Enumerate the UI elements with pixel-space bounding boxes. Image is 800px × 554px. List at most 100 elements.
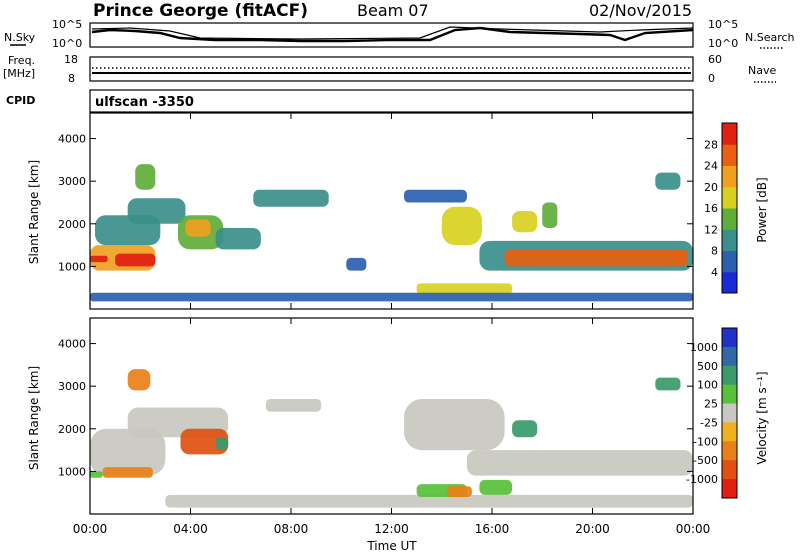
power-colorbar: 4 8 12 16 20 24 28 Power [dB] [704,122,769,294]
x-tick-label: 20:00 [575,522,610,536]
velocity-colorbar-tick-label: -100 [693,435,718,448]
cpid-label: CPID [6,94,35,107]
velocity-echo-region [127,369,151,391]
x-tick-label: 16:00 [475,522,510,536]
power-echo-region [404,189,467,203]
power-echo-region [185,219,211,237]
date-title: 02/Nov/2015 [589,1,692,20]
velocity-colorbar-frame [721,327,738,499]
noise-left-tick-bottom: 10^0 [52,37,82,50]
cpid-text: ulfscan -3350 [95,95,194,110]
velocity-echo-region [90,471,103,478]
power-echo-region [90,255,108,263]
velocity-colorbar-swatch [722,441,737,461]
velocity-ytick-label: 3000 [58,380,86,393]
velocity-colorbar-swatch [722,403,737,423]
power-echo-region [542,202,558,229]
velocity-ytick-label: 2000 [58,423,86,436]
velocity-ylabel: Slant Range [km] [27,366,41,470]
power-colorbar-frame [721,122,738,294]
noise-left-tick-top: 10^5 [52,18,82,31]
power-colorbar-tick-label: 4 [711,266,718,279]
velocity-colorbar-swatch [722,384,737,405]
velocity-colorbar-tick-label: 1000 [690,341,718,354]
power-echo-region [441,206,482,246]
x-tick-label: 00:00 [676,522,711,536]
velocity-colorbar: 1000 500 100 25 -25 -100 -500 -1000 Velocity [m… [686,327,769,499]
power-echo-region [655,172,681,190]
velocity-colorbar-label: Velocity [m s⁻¹] [755,371,769,464]
velocity-colorbar-tick-label: 500 [697,360,718,373]
velocity-colorbar-tick-label: 100 [697,379,718,392]
freq-left-tick-top: 18 [64,53,78,66]
power-ytick-label: 2000 [58,218,86,231]
freq-left-unit: [MHz] [3,67,35,80]
velocity-echo-region [655,377,681,391]
power-echo-region [346,257,367,271]
x-tick-label: 00:00 [73,522,108,536]
noise-search-trace [91,26,694,40]
power-colorbar-swatch [722,208,737,230]
power-echo-region [135,164,156,190]
power-colorbar-swatch [722,271,737,294]
velocity-echo-region [404,398,505,451]
power-colorbar-tick-label: 12 [704,223,718,236]
power-echo-region [215,228,261,250]
power-panel: 1000 2000 3000 4000 Slant Range [km] [27,112,694,310]
power-colorbar-swatch [722,144,737,166]
power-echo-region [253,189,329,207]
power-colorbar-swatch [722,229,737,251]
x-tick-label: 08:00 [274,522,309,536]
velocity-colorbar-swatch [722,422,737,442]
power-echo-region [90,292,693,302]
power-colorbar-tick-label: 16 [704,202,718,215]
velocity-echo-region [180,428,229,455]
velocity-colorbar-tick-label: 25 [704,398,718,411]
velocity-ytick-label: 1000 [58,465,86,478]
power-echo-region [416,283,513,295]
velocity-colorbar-tick-label: -500 [693,454,718,467]
noise-panel [89,22,694,48]
velocity-colorbar-tick-label: -25 [700,416,718,429]
x-tick-label: 12:00 [374,522,409,536]
velocity-colorbar-tick-label: -1000 [686,473,718,486]
velocity-echo-region [90,428,166,476]
freq-right-label: Nave [748,64,776,77]
freq-right-tick-top: 60 [708,53,722,66]
velocity-echo-region [512,420,538,438]
freq-right-tick-bottom: 0 [708,72,715,85]
velocity-colorbar-swatch [722,460,737,480]
velocity-echo-region [215,437,229,451]
velocity-echo-region [446,486,472,497]
freq-left-label: Freq. [8,54,35,67]
power-ylabel: Slant Range [km] [27,160,41,264]
noise-right-tick-top: 10^5 [708,18,738,31]
x-tick-label: 04:00 [173,522,208,536]
velocity-colorbar-swatch [722,328,737,348]
freq-panel [89,56,694,82]
noise-left-label: N.Sky [4,31,36,44]
velocity-echo-region [265,398,322,412]
power-ytick-label: 1000 [58,260,86,273]
noise-right-label: N.Search [745,31,795,44]
freq-left-tick-bottom: 8 [68,72,75,85]
x-axis-label: Time UT [366,539,417,553]
velocity-echo-region [102,467,153,478]
velocity-ytick-label: 4000 [58,338,86,351]
power-ytick-label: 4000 [58,133,86,146]
noise-sky-trace [91,26,694,43]
power-colorbar-swatch [722,250,737,273]
power-colorbar-swatch [722,165,737,188]
velocity-echo-region [165,494,693,508]
velocity-echo-region [479,479,513,495]
velocity-colorbar-swatch [722,365,737,386]
power-colorbar-tick-label: 24 [704,160,718,173]
power-colorbar-label: Power [dB] [755,177,769,242]
velocity-colorbar-swatch [722,346,737,367]
power-echo-region [504,249,688,267]
power-echo-region [512,211,538,233]
power-colorbar-tick-label: 20 [704,181,718,194]
power-echo-region [127,198,186,224]
cpid-panel [89,89,694,113]
